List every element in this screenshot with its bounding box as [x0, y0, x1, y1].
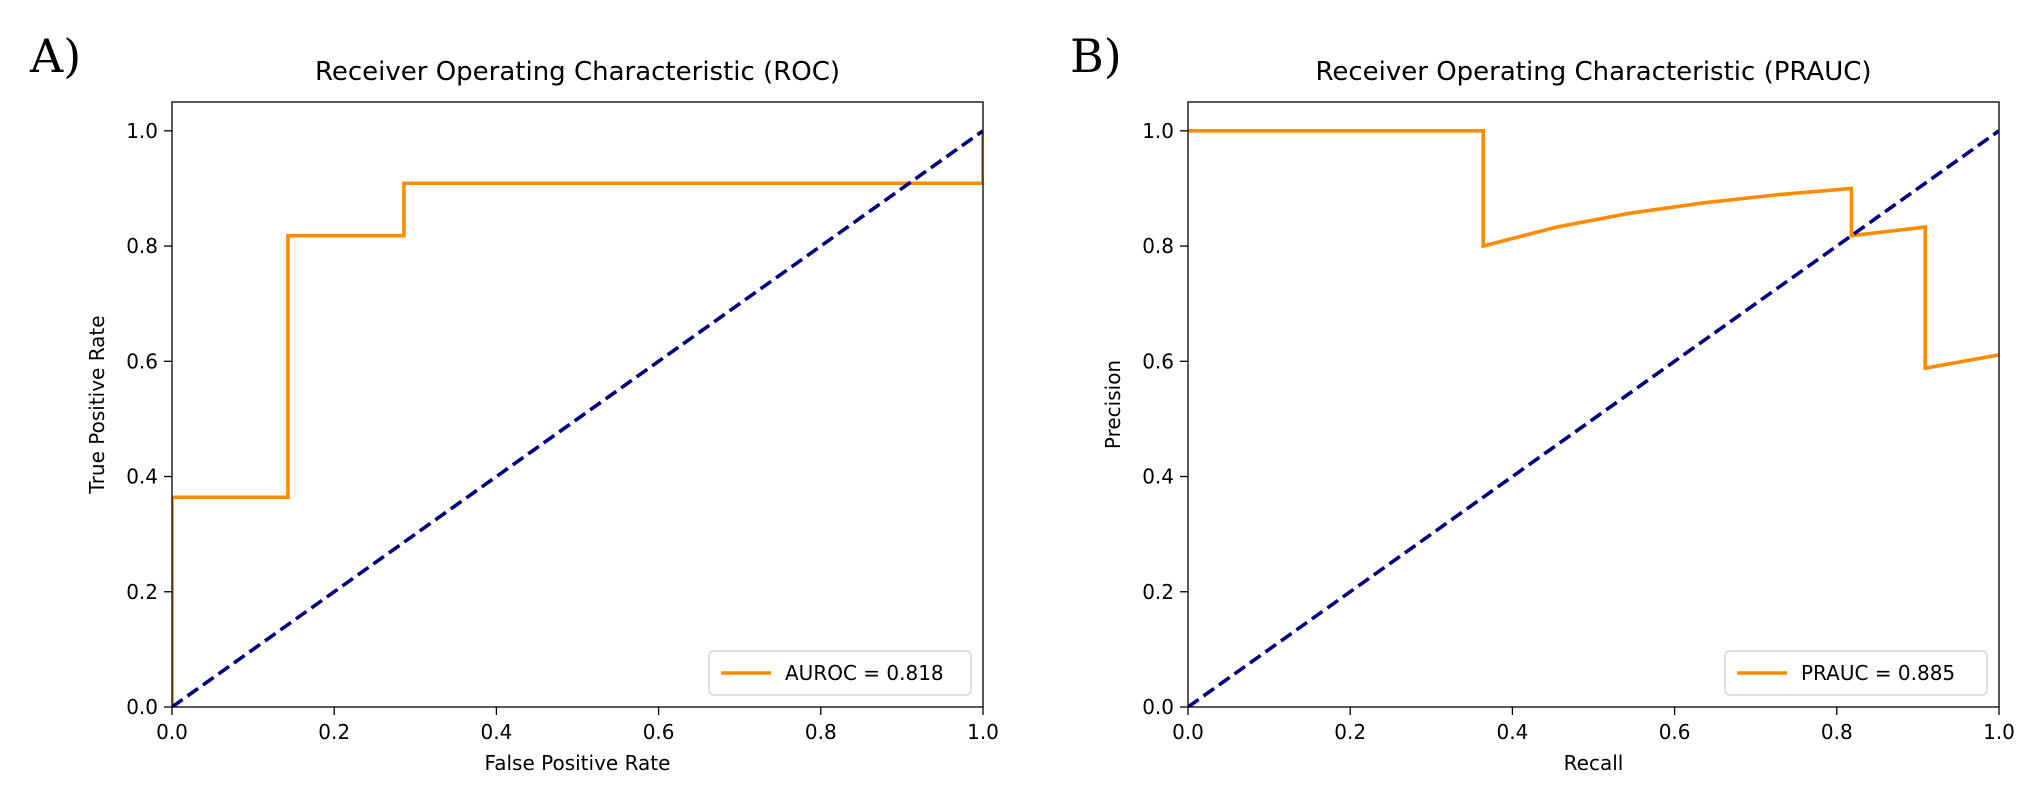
- panel-label: B): [1070, 29, 1122, 83]
- legend: AUROC = 0.818: [708, 650, 972, 696]
- chart-title: Receiver Operating Characteristic (PRAUC…: [1315, 57, 1871, 87]
- x-axis-label: False Positive Rate: [485, 751, 671, 775]
- curve-line: [1188, 129, 1999, 371]
- x-tick-label: 0.6: [1659, 720, 1691, 744]
- x-tick-label: 0.2: [1334, 720, 1366, 744]
- chart-title: Receiver Operating Characteristic (ROC): [315, 57, 840, 87]
- x-tick-label: 0.4: [1496, 720, 1528, 744]
- chart-panel-2: B) Receiver Operating Characteristic (PRA…: [1070, 29, 2015, 775]
- x-axis-label: Recall: [1564, 751, 1624, 775]
- y-tick-label: 1.0: [1142, 119, 1174, 143]
- y-tick-label: 0.8: [1142, 234, 1174, 258]
- x-tick-label: 0.4: [480, 720, 512, 744]
- y-tick-label: 0.4: [126, 465, 158, 489]
- x-tick-label: 0.2: [318, 720, 350, 744]
- panel-label: A): [29, 29, 81, 83]
- legend-box: [708, 650, 972, 696]
- x-tick-label: 1.0: [967, 720, 999, 744]
- x-tick-label: 0.8: [1821, 720, 1853, 744]
- x-tick-label: 1.0: [1983, 720, 2015, 744]
- curve-line: [172, 130, 983, 707]
- x-tick-label: 0.6: [643, 720, 675, 744]
- y-axis-label: True Positive Rate: [85, 315, 109, 494]
- y-axis-label: Precision: [1101, 360, 1125, 449]
- y-tick-label: 0.2: [1142, 580, 1174, 604]
- legend-box: [1724, 650, 1988, 696]
- axes-frame: [1187, 101, 2000, 708]
- legend-label: PRAUC = 0.885: [1801, 661, 1955, 685]
- y-tick-label: 0.0: [1142, 695, 1174, 719]
- chart-panel-1: A) Receiver Operating Characteristic (ROC…: [29, 29, 999, 775]
- y-tick-label: 0.0: [126, 695, 158, 719]
- chance-line: [172, 129, 983, 707]
- axes-frame: [171, 101, 984, 708]
- y-tick-label: 1.0: [126, 119, 158, 143]
- y-tick-label: 0.6: [1142, 349, 1174, 373]
- chance-line: [1188, 129, 1999, 707]
- y-tick-label: 0.8: [126, 234, 158, 258]
- x-tick-label: 0.0: [156, 720, 188, 744]
- y-tick-label: 0.2: [126, 580, 158, 604]
- y-tick-label: 0.6: [126, 349, 158, 373]
- legend: PRAUC = 0.885: [1724, 650, 1988, 696]
- y-tick-label: 0.4: [1142, 465, 1174, 489]
- legend-label: AUROC = 0.818: [785, 661, 944, 685]
- x-tick-label: 0.0: [1172, 720, 1204, 744]
- x-tick-label: 0.8: [805, 720, 837, 744]
